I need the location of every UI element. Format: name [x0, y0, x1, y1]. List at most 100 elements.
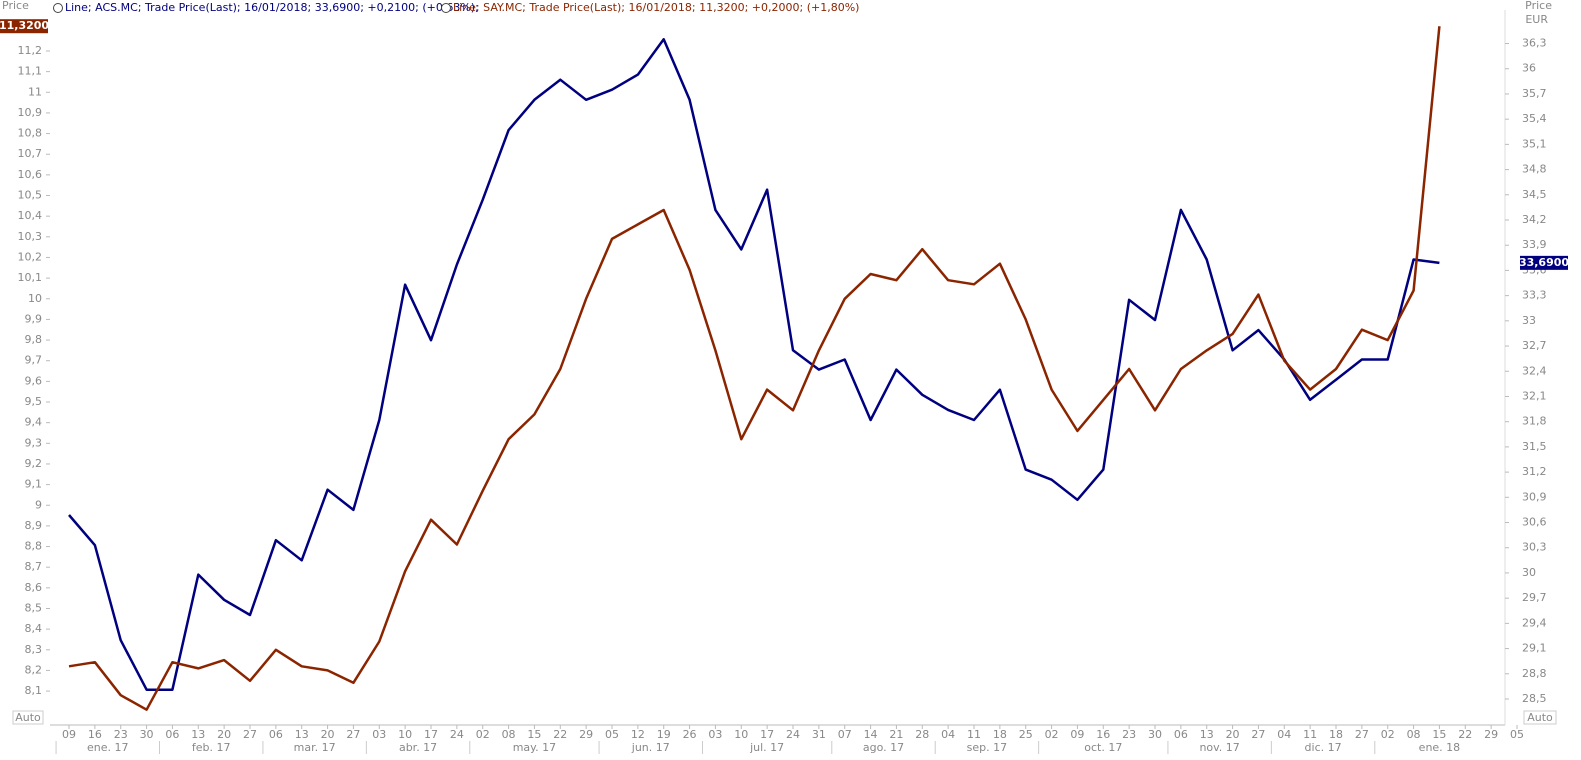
x-tick-label: 05 [605, 728, 619, 741]
x-tick-label: 05 [1510, 728, 1524, 741]
y-tick-label: 8,2 [25, 663, 43, 676]
y-tick-label: 8,7 [25, 560, 43, 573]
y2-tick-label: 31,5 [1522, 440, 1547, 453]
month-label: oct. 17 [1084, 741, 1122, 754]
y-tick-label: 10,5 [18, 189, 43, 202]
y-tick-label: 10,3 [18, 230, 43, 243]
y-tick-label: 10,8 [18, 127, 43, 140]
x-tick-label: 16 [1096, 728, 1110, 741]
y2-tick-label: 35,4 [1522, 112, 1547, 125]
x-tick-label: 29 [579, 728, 593, 741]
legend-text: Line; ACS.MC; Trade Price(Last); 16/01/2… [65, 1, 479, 14]
month-label: abr. 17 [399, 741, 437, 754]
legend-text: Line; SAY.MC; Trade Price(Last); 16/01/2… [453, 1, 859, 14]
month-label: sep. 17 [967, 741, 1007, 754]
x-tick-label: 08 [502, 728, 516, 741]
y2-tick-label: 30,6 [1522, 516, 1547, 529]
x-tick-label: 17 [424, 728, 438, 741]
left-axis-title: Price [2, 0, 29, 12]
scale-mode-box[interactable] [1523, 710, 1557, 725]
x-tick-label: 26 [683, 728, 697, 741]
month-label: jul. 17 [749, 741, 784, 754]
y2-tick-label: 36,3 [1522, 37, 1547, 50]
right-axis-title: Price [1525, 0, 1552, 12]
legend-icon [441, 3, 451, 13]
x-tick-label: 25 [1019, 728, 1033, 741]
x-tick-label: 29 [1484, 728, 1498, 741]
y-tick-label: 11,1 [18, 65, 43, 78]
x-tick-label: 03 [708, 728, 722, 741]
x-tick-label: 13 [1200, 728, 1214, 741]
y2-tick-label: 30,9 [1522, 490, 1547, 503]
y2-tick-label: 34,2 [1522, 213, 1547, 226]
y2-tick-label: 34,8 [1522, 163, 1547, 176]
x-tick-label: 18 [993, 728, 1007, 741]
y2-tick-label: 33,9 [1522, 238, 1547, 251]
last-value-badge [1520, 255, 1568, 270]
y-tick-label: 10,1 [18, 271, 43, 284]
right-axis-unit: EUR [1525, 13, 1548, 26]
y-tick-label: 9,3 [25, 436, 43, 449]
x-tick-label: 07 [838, 728, 852, 741]
y-tick-label: 9,1 [25, 478, 43, 491]
y-tick-label: 10,4 [18, 209, 43, 222]
x-tick-label: 15 [527, 728, 541, 741]
month-label: mar. 17 [294, 741, 336, 754]
scale-mode-box[interactable] [12, 710, 44, 725]
y2-tick-label: 32,1 [1522, 389, 1547, 402]
x-tick-label: 15 [1432, 728, 1446, 741]
x-tick-label: 18 [1329, 728, 1343, 741]
month-label: dic. 17 [1305, 741, 1342, 754]
x-tick-label: 13 [191, 728, 205, 741]
legend-icon [53, 3, 63, 13]
right-scale-mode[interactable]: Auto [1527, 711, 1553, 724]
last-value-label: 33,6900 [1519, 256, 1569, 269]
month-label: ago. 17 [863, 741, 904, 754]
x-tick-label: 03 [372, 728, 386, 741]
left-scale-mode[interactable]: Auto [15, 711, 41, 724]
y2-tick-label: 30,3 [1522, 541, 1547, 554]
legend-item: Line; SAY.MC; Trade Price(Last); 16/01/2… [441, 1, 859, 14]
y-tick-label: 10,6 [18, 168, 43, 181]
x-tick-label: 12 [631, 728, 645, 741]
x-tick-label: 17 [760, 728, 774, 741]
x-tick-label: 10 [398, 728, 412, 741]
y-tick-label: 8,4 [25, 622, 43, 635]
y-tick-label: 9,9 [25, 312, 43, 325]
x-tick-label: 04 [1277, 728, 1291, 741]
y2-tick-label: 29,7 [1522, 591, 1547, 604]
y-tick-label: 9,8 [25, 333, 43, 346]
y2-tick-label: 32,7 [1522, 339, 1547, 352]
y-tick-label: 11 [28, 85, 42, 98]
y2-tick-label: 28,5 [1522, 692, 1547, 705]
y2-tick-label: 35,1 [1522, 137, 1547, 150]
y-tick-label: 11,2 [18, 44, 43, 57]
y-tick-label: 9 [35, 498, 42, 511]
y2-tick-label: 32,4 [1522, 364, 1547, 377]
y-tick-label: 10,2 [18, 250, 43, 263]
y-tick-label: 9,6 [25, 374, 43, 387]
x-tick-label: 06 [165, 728, 179, 741]
y-tick-label: 9,2 [25, 457, 43, 470]
x-tick-label: 27 [1355, 728, 1369, 741]
x-tick-label: 20 [217, 728, 231, 741]
y2-tick-label: 31,2 [1522, 465, 1547, 478]
month-label: jun. 17 [631, 741, 670, 754]
x-tick-label: 24 [786, 728, 800, 741]
x-tick-label: 24 [450, 728, 464, 741]
y-tick-label: 8,1 [25, 684, 43, 697]
x-tick-label: 04 [941, 728, 955, 741]
y-tick-label: 10,9 [18, 106, 43, 119]
x-tick-label: 20 [321, 728, 335, 741]
x-tick-label: 06 [1174, 728, 1188, 741]
y2-tick-label: 28,8 [1522, 667, 1547, 680]
x-tick-label: 13 [295, 728, 309, 741]
x-tick-label: 08 [1407, 728, 1421, 741]
x-tick-label: 21 [889, 728, 903, 741]
x-tick-label: 02 [476, 728, 490, 741]
y-tick-label: 8,8 [25, 540, 43, 553]
x-tick-label: 09 [62, 728, 76, 741]
x-tick-label: 27 [243, 728, 257, 741]
x-tick-label: 30 [140, 728, 154, 741]
